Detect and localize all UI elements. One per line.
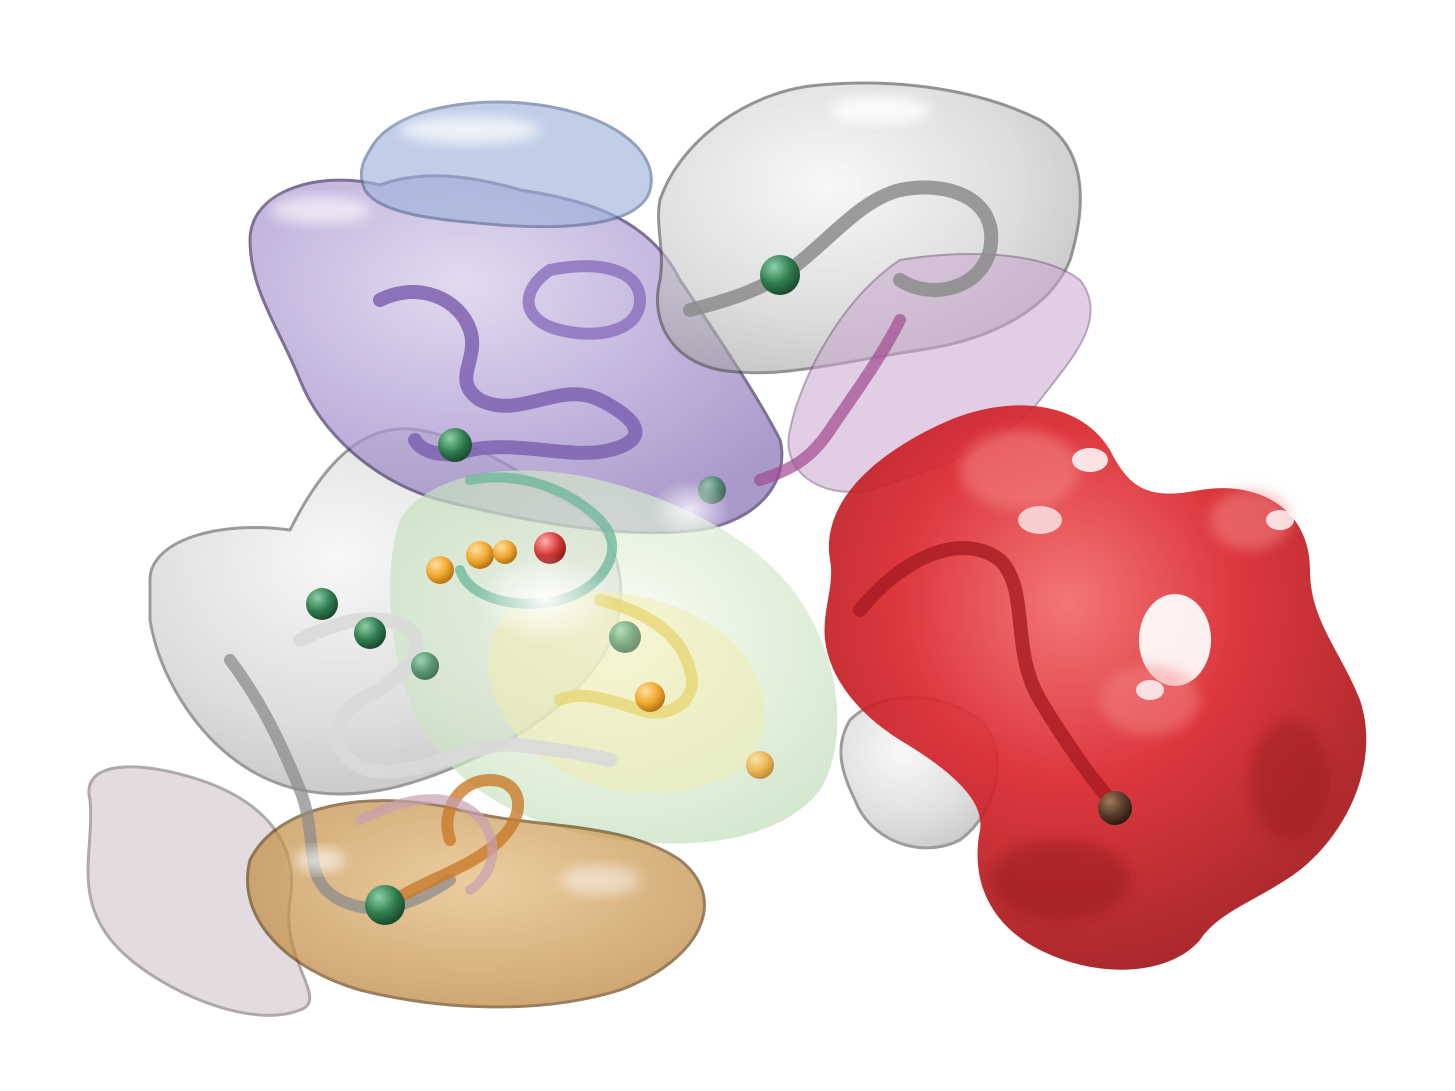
atom-green [760, 255, 800, 295]
atom-orange [493, 540, 517, 564]
atom-green [365, 885, 405, 925]
purple-backbone-loop [522, 260, 647, 340]
pink-backbone [355, 794, 498, 895]
atom-orange [466, 541, 494, 569]
pink-gray-lobe [86, 765, 312, 1017]
red-domain-cavity [1139, 594, 1211, 686]
atom-orange [746, 751, 774, 779]
red-backbone [853, 541, 1122, 812]
atom-orange [426, 556, 454, 584]
atom-green [411, 652, 439, 680]
atom-green [609, 621, 641, 653]
atom-dark [1098, 791, 1132, 825]
atom-orange [635, 682, 665, 712]
white-backbone [293, 612, 617, 779]
purple-backbone [373, 285, 643, 462]
yellow-backbone [554, 594, 698, 719]
magenta-backbone [754, 314, 906, 486]
atom-green [438, 428, 472, 462]
orange-backbone [374, 773, 524, 916]
specular-highlights [270, 96, 1294, 895]
red-domain [824, 405, 1367, 970]
atom-green [354, 617, 386, 649]
atom-green [306, 588, 338, 620]
